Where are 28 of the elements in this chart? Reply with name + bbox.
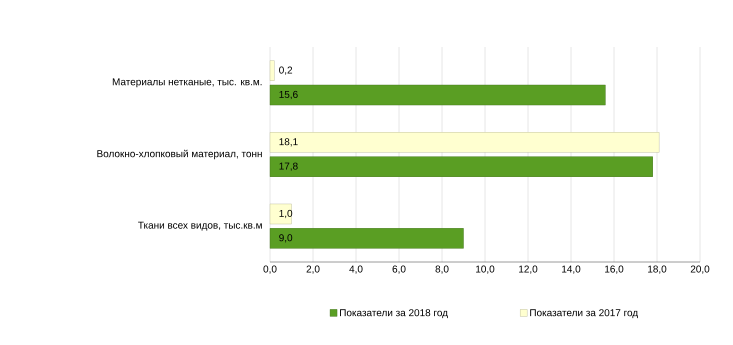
data-label: 1,0 [279, 210, 292, 218]
bar [270, 60, 275, 81]
y-tick-label: Волокно-хлопковый материал, тонн [97, 150, 262, 160]
bar [270, 228, 464, 249]
x-tick-label: 2,0 [306, 266, 320, 274]
legend-label: Показатели за 2017 год [530, 309, 638, 318]
data-label: 18,1 [279, 138, 298, 146]
y-tick-label: Ткани всех видов, тыс.кв.м [138, 222, 262, 231]
data-label: 15,6 [279, 90, 298, 100]
y-tick-label: Материалы нетканые, тыс. кв.м. [112, 78, 262, 88]
legend-label: Показатели за 2018 год [340, 309, 448, 318]
data-label: 9,0 [279, 234, 292, 242]
bar [270, 156, 653, 177]
bar [270, 84, 606, 106]
x-tick-label: 16,0 [605, 266, 624, 274]
x-tick-label: 12,0 [519, 266, 538, 274]
data-label: 17,8 [279, 162, 298, 171]
data-label: 0,2 [279, 66, 292, 75]
x-tick-label: 14,0 [562, 266, 580, 274]
x-tick-label: 0,0 [263, 266, 277, 274]
x-tick-label: 8,0 [436, 266, 449, 274]
x-tick-label: 6,0 [392, 266, 406, 274]
bar [270, 204, 292, 224]
x-tick-label: 4,0 [349, 266, 363, 274]
x-tick-label: 20,0 [690, 266, 710, 274]
x-tick-label: 10,0 [476, 266, 494, 274]
bar [270, 132, 660, 153]
x-tick-label: 18,0 [648, 266, 666, 274]
